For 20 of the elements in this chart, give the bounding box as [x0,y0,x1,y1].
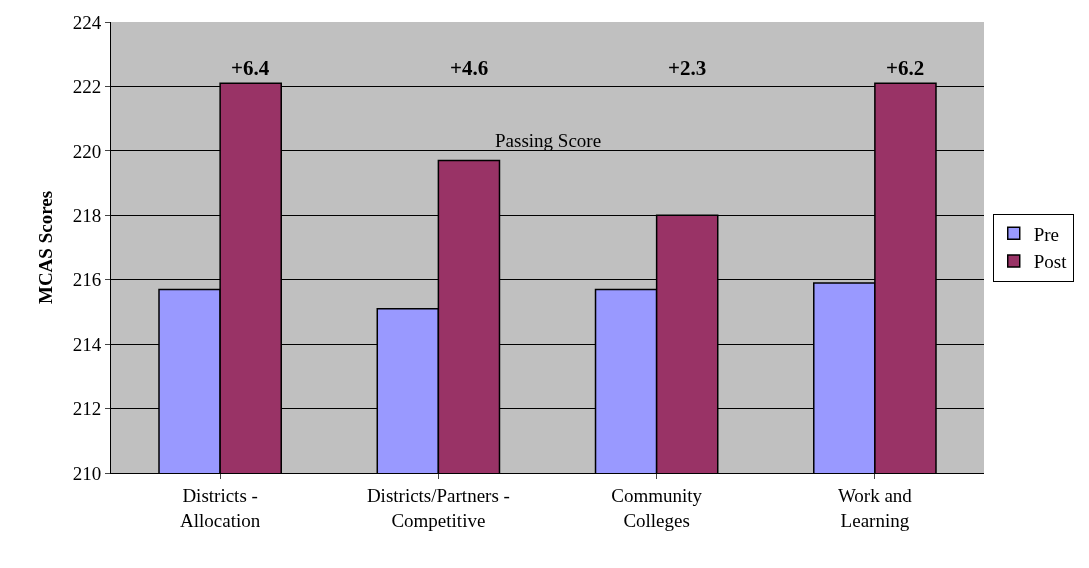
x-tick-label: Work and Learning [837,484,913,531]
y-tick-label: 222 [72,76,102,98]
y-tick-label: 214 [72,333,102,355]
annotation: +6.2 [886,56,925,80]
x-tick-label: Districts/Partners - Competitive [366,484,510,531]
x-tick-label: Community Colleges [611,484,703,531]
y-tick-label: 218 [72,204,102,226]
y-tick-label: 216 [72,269,102,291]
annotation: Passing Score [495,130,602,151]
annotation: +4.6 [450,56,489,80]
y-axis-title: MCAS Scores [34,190,56,305]
y-tick-label: 212 [72,398,102,420]
annotation: +6.4 [231,56,270,80]
legend-label: Pre [1033,223,1060,245]
x-tick-label: Districts - Allocation [180,484,261,531]
legend-label: Post [1033,251,1068,273]
annotation: +2.3 [668,56,707,80]
y-tick-label: 220 [72,140,102,162]
y-tick-label: 210 [72,462,102,484]
y-tick-label: 224 [72,11,102,33]
